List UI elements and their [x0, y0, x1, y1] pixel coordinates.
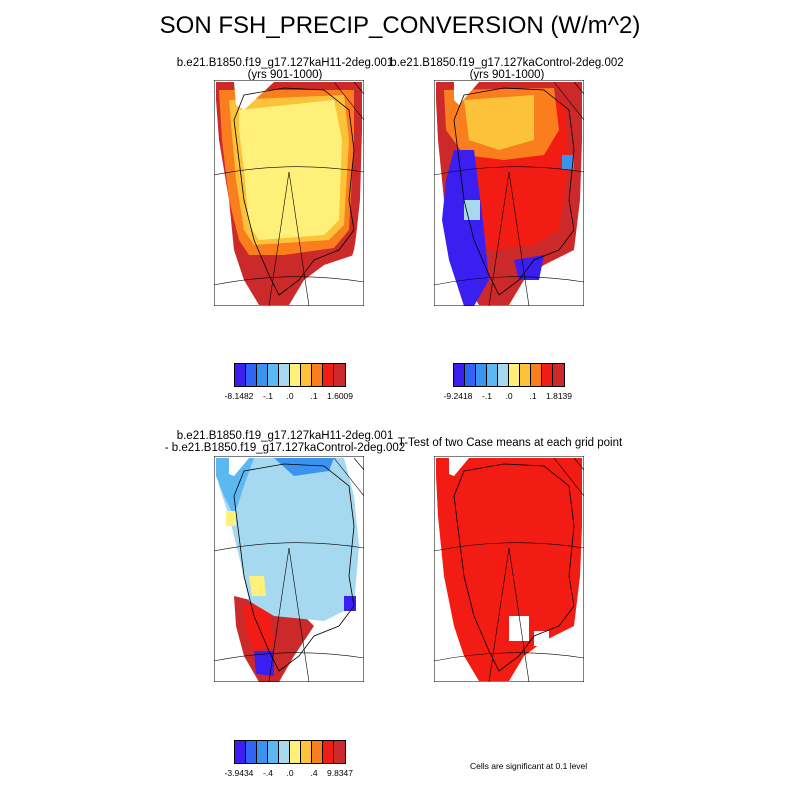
colorbar-1-swatch	[290, 364, 301, 386]
map2-white-corner	[454, 82, 479, 105]
panel-2-title: b.e21.B1850.f19_g17.127kaControl-2deg.00…	[362, 57, 652, 81]
map2-field-light-orange	[464, 95, 534, 150]
colorbar-2-swatch	[498, 364, 509, 386]
map3-field-violet-right	[344, 596, 356, 611]
map1-coastline	[233, 87, 355, 296]
colorbar-3-boxes	[234, 740, 346, 764]
map2-graticule	[434, 81, 584, 306]
panel-2-title-line-1: b.e21.B1850.f19_g17.127kaControl-2deg.00…	[390, 57, 624, 69]
colorbar-2-label-2: -.1	[482, 391, 492, 401]
colorbar-1-label-min: -8.1482	[224, 391, 254, 401]
colorbar-2-swatch	[465, 364, 476, 386]
map4-white-right-edge	[564, 576, 584, 666]
colorbar-3-swatch	[235, 741, 246, 763]
colorbar-1-swatch	[257, 364, 268, 386]
colorbar-1-swatch	[246, 364, 257, 386]
colorbar-2-swatch	[476, 364, 487, 386]
panel-1-title-line-1: b.e21.B1850.f19_g17.127kaH11-2deg.001	[176, 57, 394, 69]
colorbar-3-swatch	[279, 741, 290, 763]
colorbar-2-swatch	[520, 364, 531, 386]
panel-1-map-svg	[214, 80, 364, 306]
colorbar-1-swatch	[279, 364, 290, 386]
colorbar-2-swatch	[553, 364, 564, 386]
colorbar-3-label-2: -.4	[263, 768, 273, 778]
map3-field-mid-blue	[216, 458, 254, 516]
colorbar-1-swatch	[301, 364, 312, 386]
panel-3-title: b.e21.B1850.f19_g17.127kaH11-2deg.001 - …	[140, 430, 430, 454]
colorbar-3-swatch	[312, 741, 323, 763]
panel-2-map-svg	[434, 80, 584, 306]
colorbar-2-label-3: .0	[505, 391, 513, 401]
map3-coastline	[233, 463, 355, 672]
colorbar-3-label-max: 9.8347	[327, 768, 353, 778]
colorbar-1-swatch	[323, 364, 334, 386]
map1-graticule	[214, 81, 364, 306]
colorbar-2-label-min: -9.2418	[443, 391, 473, 401]
colorbar-2-swatch	[454, 364, 465, 386]
panel-4-title-line-1: T-Test of two Case means at each grid po…	[397, 437, 623, 449]
colorbar-1-swatch	[334, 364, 345, 386]
map3-field-violet	[254, 651, 274, 676]
map3-field-yellow-left	[226, 511, 236, 526]
colorbar-3-label-3: .0	[286, 768, 294, 778]
panel-4-map-svg	[434, 456, 584, 682]
map3-white-corner	[229, 458, 249, 476]
colorbar-3-swatch	[323, 741, 334, 763]
colorbar-1-boxes	[234, 363, 346, 387]
map2-white-right-edge	[564, 200, 584, 290]
map3-graticule	[214, 457, 364, 682]
colorbar-2-label-4: .1	[529, 391, 537, 401]
map3-field-blue-top	[274, 458, 334, 476]
colorbar-1-label-2: -.1	[263, 391, 273, 401]
panel-2-title-line-2: (yrs 901-1000)	[469, 69, 545, 81]
colorbar-3-label-min: -3.9434	[224, 768, 254, 778]
map1-field-yellow	[239, 100, 342, 240]
panel-1-title: b.e21.B1850.f19_g17.127kaH11-2deg.001 (y…	[140, 57, 430, 81]
map4-white-hole-1	[509, 616, 529, 641]
colorbar-1-label-3: .0	[286, 391, 294, 401]
map2-field-blue-east	[514, 255, 544, 280]
colorbar-2-swatch	[531, 364, 542, 386]
map4-white-corner	[449, 458, 469, 476]
colorbar-1-label-max: 1.6009	[327, 391, 353, 401]
map1-white-corner	[234, 82, 274, 110]
colorbar-2-swatch	[542, 364, 553, 386]
colorbar-3-swatch	[334, 741, 345, 763]
map4-graticule	[434, 457, 584, 682]
map2-coastline	[453, 87, 575, 296]
panel-3-title-line-2: - b.e21.B1850.f19_g17.127kaControl-2deg.…	[164, 442, 406, 454]
map2-field-blue	[442, 150, 489, 306]
panel-3-map-svg	[214, 456, 364, 682]
colorbar-3-label-4: .4	[310, 768, 318, 778]
map4-significant-cells	[436, 458, 582, 681]
colorbar-3-swatch	[268, 741, 279, 763]
panel-2-map	[434, 80, 584, 306]
panel-1-map	[214, 80, 364, 306]
colorbar-1-swatch	[312, 364, 323, 386]
significance-note: Cells are significant at 0.1 level	[470, 761, 588, 771]
panel-4-map	[434, 456, 584, 682]
colorbar-1-swatch	[268, 364, 279, 386]
panel-3-map	[214, 456, 364, 682]
map4-coastline	[453, 463, 575, 672]
colorbar-1-swatch	[235, 364, 246, 386]
colorbar-2-boxes	[453, 363, 565, 387]
colorbar-2-swatch	[509, 364, 520, 386]
colorbar-2-swatch	[487, 364, 498, 386]
colorbar-2-label-max: 1.8139	[546, 391, 572, 401]
map1-white-right-edge	[344, 200, 364, 290]
panel-3-title-line-1: b.e21.B1850.f19_g17.127kaH11-2deg.001	[176, 430, 394, 442]
colorbar-3-swatch	[257, 741, 268, 763]
colorbar-1-label-4: .1	[310, 391, 318, 401]
figure-title: SON FSH_PRECIP_CONVERSION (W/m^2)	[159, 12, 641, 39]
colorbar-3-swatch	[290, 741, 301, 763]
colorbar-3-swatch	[246, 741, 257, 763]
colorbar-3-swatch	[301, 741, 312, 763]
map2-field-cyan	[562, 155, 574, 170]
panel-4-title: T-Test of two Case means at each grid po…	[380, 437, 640, 449]
panel-1-title-line-2: (yrs 901-1000)	[247, 69, 323, 81]
map3-field-yellow	[249, 576, 266, 596]
